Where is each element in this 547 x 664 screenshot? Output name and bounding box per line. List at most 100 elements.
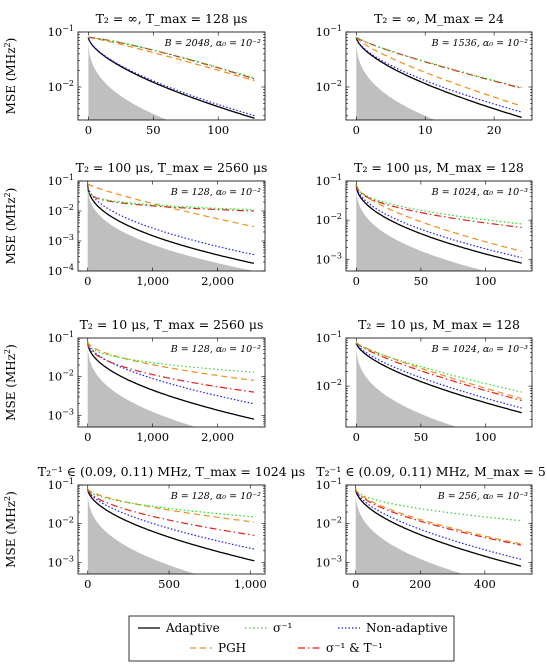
legend-label: PGH (218, 641, 246, 655)
series-line-sigmaT (87, 341, 255, 393)
series-line-nonadaptive (355, 37, 522, 113)
legend-item-pgh: PGH (190, 641, 246, 655)
x-tick-label: 0 (84, 577, 91, 591)
series-line-sigma (87, 488, 255, 518)
x-tick-label: 0 (353, 430, 360, 444)
panel-annotation: B = 128, α₀ = 10⁻² (170, 491, 261, 502)
plot-area (87, 341, 255, 427)
x-tick-label: 50 (414, 430, 429, 444)
panel-annotation: B = 1024, α₀ = 10⁻³ (431, 187, 529, 198)
x-tick-label: 400 (474, 577, 496, 591)
x-tick-label: 1,000 (234, 577, 267, 591)
x-tick-label: 0 (352, 577, 359, 591)
series-line-pgh (87, 183, 255, 228)
shaded-region (88, 37, 255, 120)
y-tick-label: 10−3 (316, 251, 342, 266)
axes-frame (345, 31, 533, 121)
y-tick-label: 10−3 (48, 407, 74, 422)
series-line-adaptive (355, 342, 522, 414)
series-line-nonadaptive (355, 184, 522, 259)
series-line-pgh (355, 488, 522, 545)
shaded-region (87, 183, 254, 271)
y-tick-label: 10−2 (316, 79, 342, 94)
y-tick-label: 10−3 (48, 554, 74, 569)
x-tick-label: 0 (84, 430, 91, 444)
y-tick-label: 10−1 (316, 330, 342, 345)
panel-title: T₂ = ∞, T_max = 128 μs (96, 11, 248, 26)
series-line-sigmaT (355, 184, 522, 229)
panel-title: T₂ = 10 μs, T_max = 2560 μs (80, 317, 264, 332)
legend: Adaptive σ⁻¹ Non-adaptive PGH σ⁻¹ & T⁻¹ (128, 615, 455, 662)
series-line-adaptive (87, 488, 255, 562)
series-line-pgh (87, 488, 255, 523)
chart-panel-7: T₂⁻¹ ∈ (0.09, 0.11) MHz, T_max = 1024 μs… (3, 464, 305, 591)
series-line-pgh (355, 36, 522, 107)
x-tick-label: 500 (158, 577, 180, 591)
axes-frame (345, 337, 533, 428)
series-line-nonadaptive (355, 342, 522, 409)
shaded-region (356, 342, 522, 427)
series-line-nonadaptive (355, 488, 522, 560)
panel-annotation: B = 1536, α₀ = 10⁻² (431, 38, 529, 49)
y-axis-label: MSE (MHz2) (3, 344, 18, 421)
panel-annotation: B = 128, α₀ = 10⁻² (170, 344, 261, 355)
series-line-sigmaT (87, 183, 255, 212)
plot-area (355, 488, 522, 574)
x-tick-label: 2,000 (201, 430, 234, 444)
x-tick-label: 50 (414, 274, 429, 288)
series-line-adaptive (355, 184, 522, 264)
y-tick-label: 10−2 (48, 203, 74, 218)
series-line-adaptive (87, 37, 255, 119)
y-tick-label: 10−1 (316, 24, 342, 39)
series-line-adaptive (87, 183, 255, 264)
plot-area (87, 488, 255, 574)
shaded-region (356, 37, 522, 120)
y-tick-label: 10−1 (48, 330, 74, 345)
x-tick-label: 0 (85, 123, 92, 137)
series-line-sigma (355, 488, 522, 522)
legend-label: σ⁻¹ & T⁻¹ (326, 641, 383, 655)
x-tick-label: 200 (409, 577, 431, 591)
shaded-region (87, 341, 254, 427)
panel-title: T₂ = ∞, M_max = 24 (374, 11, 504, 26)
x-tick-label: 100 (207, 123, 229, 137)
y-tick-label: 10−1 (48, 24, 74, 39)
panel-title: T₂ = 100 μs, M_max = 128 (354, 160, 524, 175)
series-line-sigmaT (355, 36, 522, 89)
series-line-sigma (87, 341, 255, 373)
x-tick-label: 10 (418, 123, 433, 137)
plot-area (355, 342, 522, 427)
plot-area (87, 36, 255, 120)
legend-box (128, 615, 455, 662)
legend-item-sigmaT: σ⁻¹ & T⁻¹ (298, 641, 383, 655)
x-tick-label: 20 (487, 123, 502, 137)
x-tick-label: 1,000 (136, 274, 169, 288)
chart-panel-1: T₂ = ∞, T_max = 128 μs 10−1 10−2 0 50 100 B = … (3, 11, 266, 137)
shaded-region (87, 488, 255, 574)
panel-title: T₂⁻¹ ∈ (0.09, 0.11) MHz, T_max = 1024 μs (38, 464, 305, 479)
x-tick-label: 0 (353, 274, 360, 288)
panel-title: T₂ = 100 μs, T_max = 2560 μs (76, 160, 268, 175)
legend-label: σ⁻¹ (273, 621, 292, 635)
y-tick-label: 10−1 (48, 477, 74, 492)
series-line-adaptive (355, 37, 522, 119)
legend-item-sigma: σ⁻¹ (245, 621, 292, 635)
y-axis-label: MSE (MHz2) (3, 188, 18, 265)
y-tick-label: 10−2 (48, 516, 74, 531)
series-line-sigmaT (355, 488, 522, 546)
y-tick-label: 10−3 (316, 554, 342, 569)
panel-title: T₂⁻¹ ∈ (0.09, 0.11) MHz, M_max = 512 (316, 464, 547, 479)
chart-panel-8: T₂⁻¹ ∈ (0.09, 0.11) MHz, M_max = 51210−1… (316, 464, 547, 591)
y-tick-label: 10−2 (316, 212, 342, 227)
series-line-adaptive (355, 488, 522, 567)
series-line-sigmaT (87, 488, 255, 536)
y-axis-label: MSE (MHz2) (3, 38, 18, 115)
y-tick-label: 10−1 (316, 173, 342, 188)
panel-annotation: B = 128, α₀ = 10⁻² (170, 187, 261, 198)
x-tick-label: 50 (146, 123, 161, 137)
y-tick-label: 10−4 (48, 263, 74, 278)
axes-frame (77, 180, 266, 272)
x-tick-label: 100 (475, 274, 497, 288)
